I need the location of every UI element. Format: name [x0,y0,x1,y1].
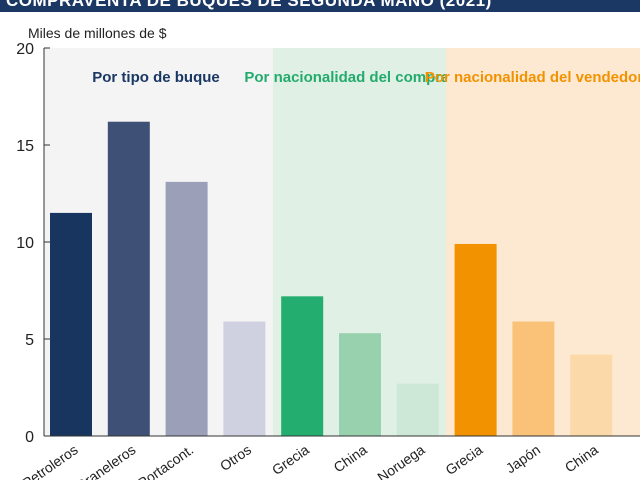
y-tick-label: 0 [25,429,34,446]
bar-china [570,354,613,436]
bar-jap-n [512,321,555,436]
x-tick-label: Otros [217,441,254,474]
y-tick-label: 20 [16,41,34,58]
x-tick-label: Petroleros [19,441,80,480]
bar-graneleros [107,121,150,436]
x-tick-label: Graneleros [73,441,139,480]
title-bar: COMPRAVENTA DE BUQUES DE SEGUNDA MANO (2… [0,0,640,12]
group-label-2: Por nacionalidad del comprador [244,69,473,86]
x-tick-label: Grecia [442,441,485,478]
group-label-1: Por tipo de buque [92,69,220,86]
chart-title: COMPRAVENTA DE BUQUES DE SEGUNDA MANO (2… [6,0,492,10]
bar-noruega [396,383,439,436]
y-tick-label: 15 [16,138,34,155]
x-tick-label: China [331,441,370,475]
bar-china [339,333,381,436]
bar-grecia [281,296,324,436]
x-tick-label: Japón [503,441,543,476]
bar-otros [223,321,266,436]
group-label-3: Por nacionalidad del vendedor [425,69,640,86]
x-tick-label: Grecia [269,441,312,478]
bar-grecia [454,243,497,436]
bar-petroleros [50,212,92,436]
x-tick-label: China [562,441,601,475]
x-tick-label: Portacont. [135,441,196,480]
x-tick-label: Noruega [374,441,427,480]
y-tick-label: 5 [25,332,34,349]
bar-portacont- [165,181,208,436]
y-tick-label: 10 [16,235,34,252]
y-axis-label: Miles de millones de $ [28,25,167,41]
